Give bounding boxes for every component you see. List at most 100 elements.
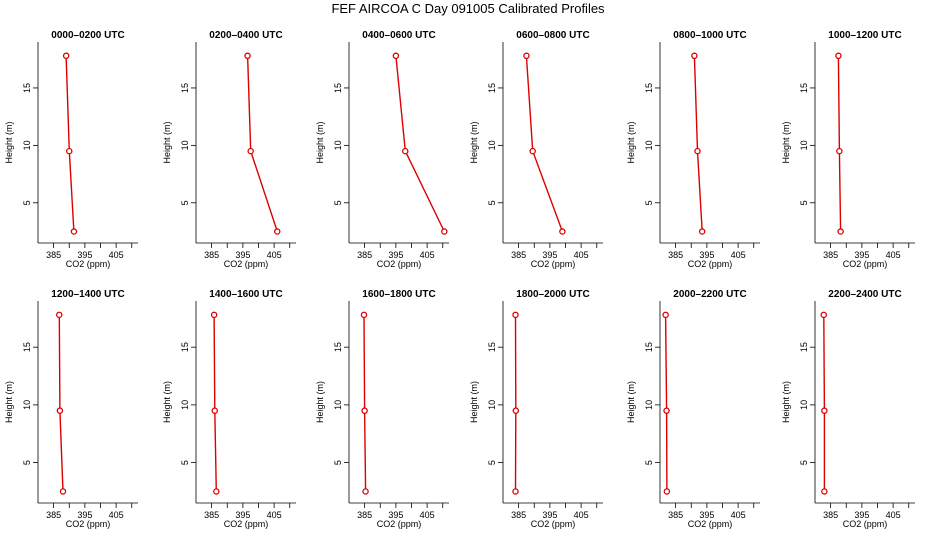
profile-point (820, 311, 828, 319)
x-tick-label: 385 (511, 250, 526, 260)
profile-point (835, 52, 842, 60)
profile-line (246, 55, 278, 232)
y-tick-label: 5 (333, 460, 343, 465)
x-tick-label: 385 (668, 510, 683, 520)
panel-title: 1600–1800 UTC (362, 289, 435, 300)
y-tick-label: 15 (799, 83, 809, 93)
x-tick-label: 395 (235, 250, 250, 260)
profile-point (361, 407, 368, 414)
profile-point (360, 311, 368, 319)
y-tick-label: 15 (487, 342, 497, 352)
profile-point (662, 311, 669, 319)
y-tick-label: 10 (644, 140, 654, 150)
x-tick-label: 405 (574, 250, 589, 260)
y-axis-label: Height (m) (162, 121, 172, 163)
y-axis-label: Height (m) (315, 381, 325, 423)
x-axis-label: CO2 (ppm) (66, 259, 111, 269)
y-tick-label: 15 (333, 342, 343, 352)
y-tick-label: 5 (487, 460, 497, 465)
profile-point (59, 488, 67, 495)
profile-line (363, 314, 367, 492)
profile-point (523, 52, 530, 60)
x-axis-label: CO2 (ppm) (531, 259, 576, 269)
x-tick-label: 395 (388, 250, 403, 260)
profile-line (837, 55, 842, 232)
profile-line (65, 55, 75, 232)
profile-point (837, 228, 844, 235)
x-tick-label: 395 (388, 510, 403, 520)
x-tick-label: 385 (823, 510, 838, 520)
y-tick-label: 5 (799, 460, 809, 465)
y-axis-label: Height (m) (315, 121, 325, 163)
y-tick-label: 15 (180, 342, 190, 352)
y-axis-label: Height (m) (4, 121, 14, 163)
profile-point (247, 147, 254, 155)
x-tick-label: 385 (46, 250, 61, 260)
x-tick-label: 395 (542, 250, 557, 260)
profile-point (821, 488, 828, 495)
profile-point (66, 147, 73, 155)
x-tick-label: 385 (668, 250, 683, 260)
profile-line (525, 55, 564, 232)
x-tick-label: 405 (109, 250, 124, 260)
y-axis-label: Height (m) (162, 381, 172, 423)
x-tick-label: 395 (235, 510, 250, 520)
x-tick-label: 385 (823, 250, 838, 260)
profile-point (213, 488, 220, 495)
x-tick-label: 405 (267, 250, 282, 260)
profile-line (213, 314, 217, 492)
y-tick-label: 10 (799, 140, 809, 150)
profile-point (211, 407, 218, 414)
x-tick-label: 395 (77, 510, 92, 520)
y-tick-label: 5 (22, 460, 32, 465)
panel-title: 0400–0600 UTC (362, 30, 435, 41)
x-tick-label: 395 (854, 250, 869, 260)
panel-title: 2200–2400 UTC (828, 289, 901, 300)
x-tick-label: 395 (699, 250, 714, 260)
x-tick-label: 405 (267, 510, 282, 520)
profile-point (691, 52, 698, 60)
profile-point (663, 488, 671, 495)
y-tick-label: 15 (180, 83, 190, 93)
panel-title: 0000–0200 UTC (51, 30, 124, 41)
y-tick-label: 15 (22, 83, 32, 93)
profile-point (512, 311, 519, 319)
y-tick-label: 5 (644, 200, 654, 205)
profile-point (362, 488, 369, 495)
x-axis-label: CO2 (ppm) (377, 259, 422, 269)
x-axis-label: CO2 (ppm) (224, 519, 269, 529)
panel-title: 0200–0400 UTC (209, 30, 282, 41)
y-axis-label: Height (m) (781, 121, 791, 163)
x-tick-label: 385 (357, 250, 372, 260)
profile-point (663, 407, 670, 414)
profile-point (62, 52, 70, 60)
y-tick-label: 5 (180, 460, 190, 465)
x-tick-label: 405 (731, 510, 746, 520)
x-axis-label: CO2 (ppm) (688, 259, 733, 269)
y-tick-label: 15 (799, 342, 809, 352)
profile-line (693, 55, 703, 232)
profile-point (210, 311, 218, 319)
y-axis-label: Height (m) (4, 381, 14, 423)
y-tick-label: 10 (799, 400, 809, 410)
x-tick-label: 385 (357, 510, 372, 520)
x-axis-label: CO2 (ppm) (224, 259, 269, 269)
panel-title: 2000–2200 UTC (673, 289, 746, 300)
y-tick-label: 15 (644, 83, 654, 93)
panel-title: 0800–1000 UTC (673, 30, 746, 41)
y-tick-label: 5 (22, 200, 32, 205)
y-tick-label: 5 (644, 460, 654, 465)
y-tick-label: 15 (644, 342, 654, 352)
y-tick-label: 10 (22, 400, 32, 410)
profile-point (392, 52, 400, 60)
profile-line (823, 314, 826, 492)
x-axis-label: CO2 (ppm) (843, 259, 888, 269)
y-tick-label: 10 (487, 140, 497, 150)
x-tick-label: 405 (731, 250, 746, 260)
